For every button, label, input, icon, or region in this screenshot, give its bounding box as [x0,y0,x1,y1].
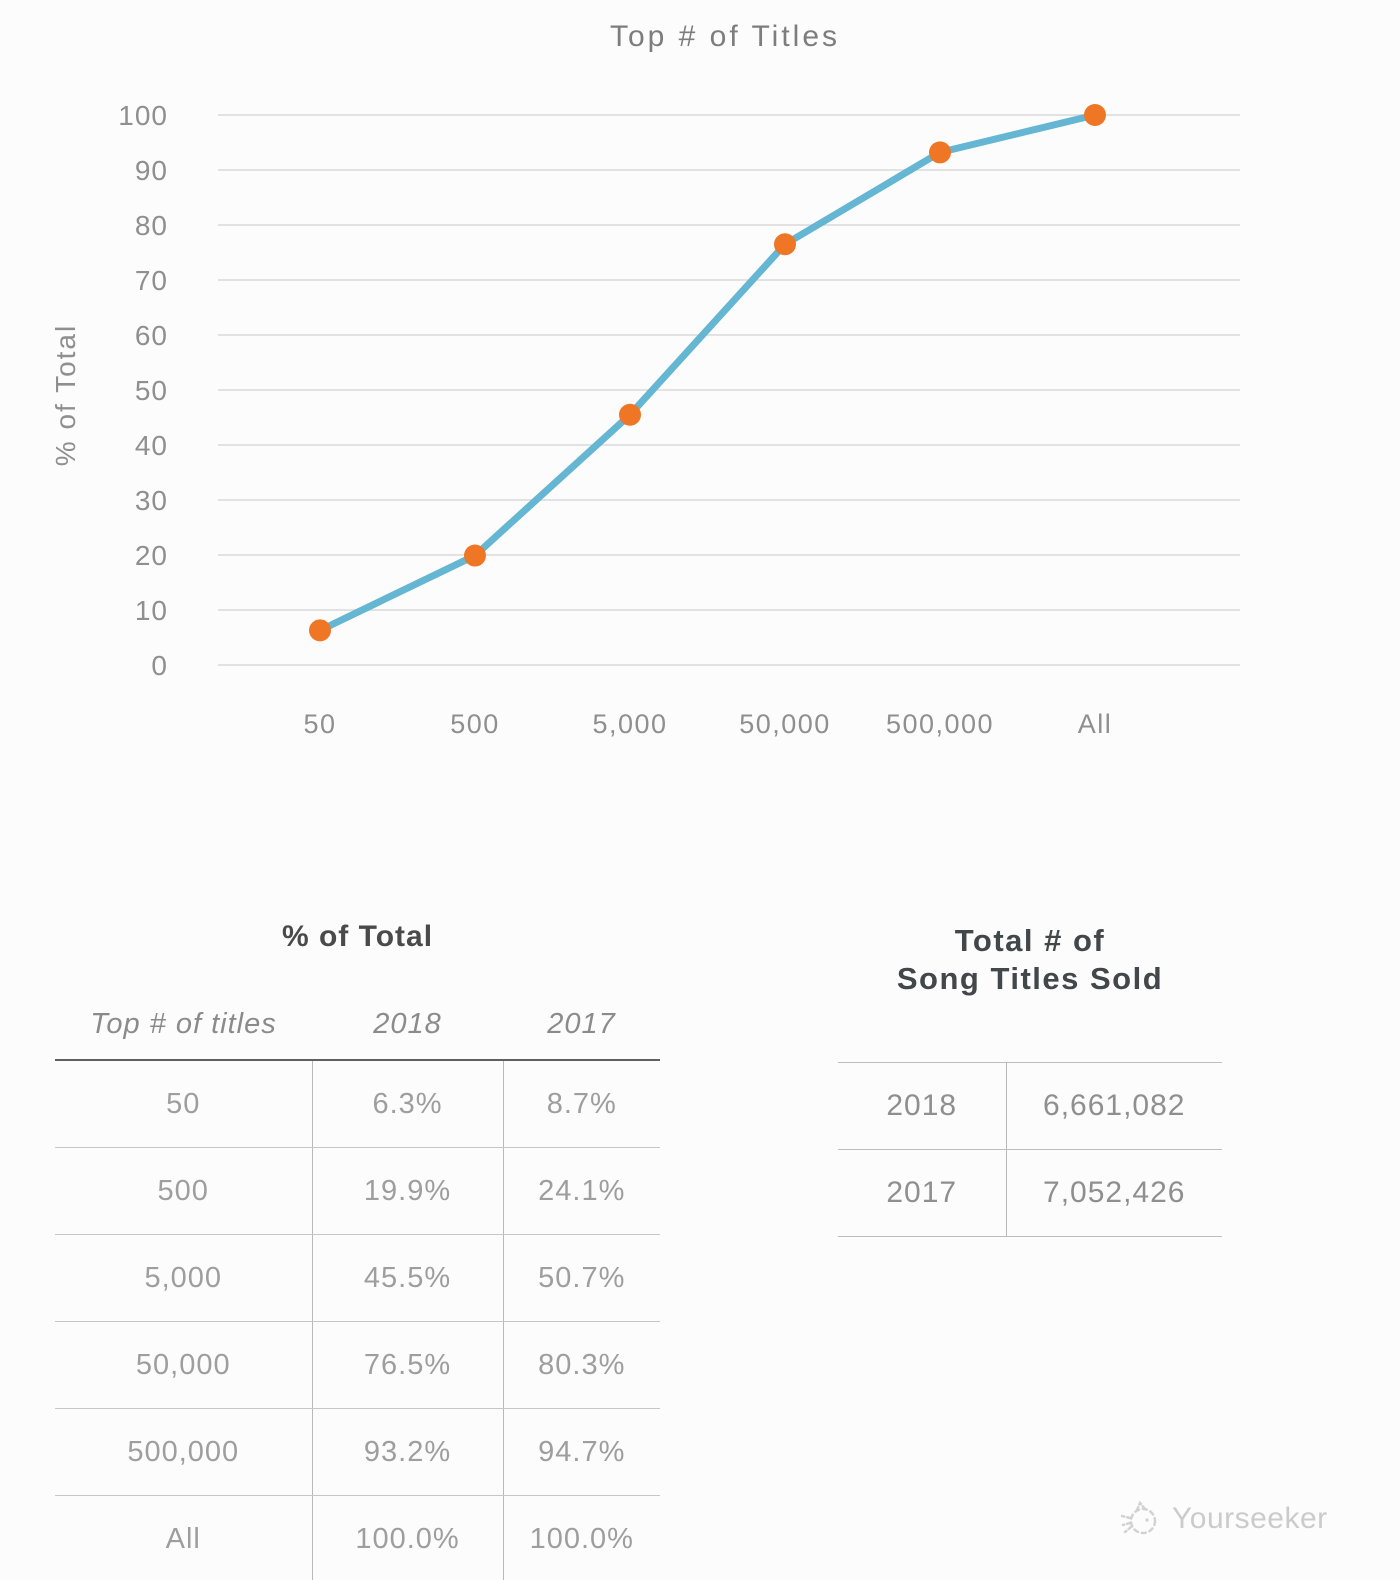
cell-value-2018: 93.2% [312,1408,504,1496]
data-point-marker [929,141,951,164]
watermark-label: Yourseeker [1172,1502,1328,1535]
cell-value-2017: 80.3% [503,1321,660,1409]
table-row: 500 19.9% 24.1% [55,1147,660,1235]
totals-table-title-line1: Total # of [954,923,1106,958]
column-header-2018: 2018 [312,980,503,1061]
y-axis-tick-label: 70 [135,265,168,296]
y-axis-tick-label: 40 [135,430,168,461]
y-axis-tick-label: 50 [135,375,168,406]
table-row: 50 6.3% 8.7% [55,1060,660,1148]
row-label-top-titles: 50 [55,1060,313,1148]
x-axis-tick-label: 5,000 [592,709,667,739]
totals-table-title: Total # of Song Titles Sold [838,922,1222,998]
y-axis-tick-label: 80 [135,210,168,241]
cell-value-titles-sold: 7,052,426 [1006,1149,1222,1237]
y-axis-tick-label: 60 [135,320,168,351]
cell-value-2018: 19.9% [312,1147,504,1235]
pct-table-title: % of Total [281,920,434,953]
line-chart: 0 10 20 30 40 50 60 70 80 90 100 50 500 5,000 50,000 50… [50,100,1240,739]
data-point-marker [1084,104,1106,126]
watermark: Yourseeker [1118,1496,1328,1542]
cell-value-2018: 6.3% [312,1060,504,1148]
row-label-year: 2018 [838,1062,1007,1150]
pct-table-header-row: Top # of titles 2018 2017 [55,980,660,1061]
totals-table: 2018 6,661,082 2017 7,052,426 [838,1062,1222,1237]
data-point-marker [309,619,331,642]
y-axis-tick-label: 90 [135,155,168,186]
series-line-2018 [316,111,1099,634]
column-header-2017: 2017 [503,980,660,1061]
row-label-top-titles: 5,000 [55,1234,313,1322]
table-row: 2018 6,661,082 [838,1062,1222,1150]
x-axis-tick-label: 500,000 [886,709,994,739]
yourseeker-logo-icon [1120,1500,1157,1535]
cell-value-titles-sold: 6,661,082 [1006,1062,1222,1150]
table-row: 500,000 93.2% 94.7% [55,1408,660,1496]
y-axis-tick-label: 0 [151,650,168,681]
pct-of-total-table: Top # of titles 2018 2017 50 6.3% 8.7% 500 1… [55,980,660,1580]
data-point-marker [464,544,486,567]
y-axis-title: % of Total [50,324,81,466]
totals-table-section: Total # of Song Titles Sold 2018 6,661,08… [838,922,1222,1237]
cell-value-2017: 100.0% [503,1495,660,1580]
cell-value-2017: 24.1% [503,1147,660,1235]
cell-value-2017: 8.7% [503,1060,660,1148]
table-row: All 100.0% 100.0% [55,1495,660,1580]
y-axis-tick-label: 20 [135,540,168,571]
row-label-top-titles: 500,000 [55,1408,313,1496]
table-row: 2017 7,052,426 [838,1149,1222,1237]
cell-value-2017: 94.7% [503,1408,660,1496]
cell-value-2018: 76.5% [312,1321,504,1409]
y-axis-tick-label: 30 [135,485,168,516]
row-label-top-titles: All [55,1495,313,1580]
table-row: 5,000 45.5% 50.7% [55,1234,660,1322]
pct-of-total-table-section: % of Total Top # of titles 2018 2017 50 6… [55,920,660,1580]
row-label-top-titles: 50,000 [55,1321,313,1409]
row-label-top-titles: 500 [55,1147,313,1235]
cell-value-2017: 50.7% [503,1234,660,1322]
cell-value-2018: 45.5% [312,1234,504,1322]
cell-value-2018: 100.0% [312,1495,504,1580]
totals-table-title-line2: Song Titles Sold [896,961,1164,996]
column-header-top-titles: Top # of titles [55,980,312,1061]
table-row: 50,000 76.5% 80.3% [55,1321,660,1409]
y-axis-tick-label: 100 [118,100,168,131]
x-axis-tick-label: All [1078,709,1113,739]
data-point-marker [774,233,796,256]
x-axis-tick-label: 50,000 [739,709,831,739]
y-axis-tick-label: 10 [135,595,168,626]
data-point-marker [619,403,641,426]
x-axis-tick-label: 500 [450,709,500,739]
x-axis-tick-label: 50 [303,709,336,739]
chart-title: Top # of Titles [609,20,841,53]
row-label-year: 2017 [838,1149,1007,1237]
